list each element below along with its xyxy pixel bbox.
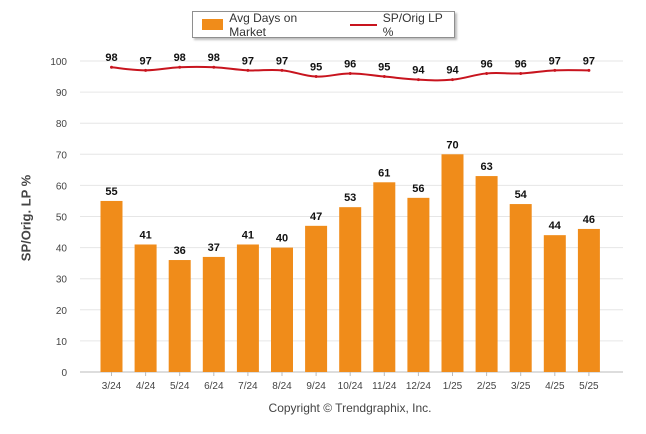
line-point [382,75,386,79]
bar [509,204,532,372]
bar [373,182,396,372]
y-tick-label: 60 [56,181,68,192]
line-point [416,78,420,82]
line-value-label: 98 [208,52,220,64]
bar [100,200,123,372]
line-value-label: 97 [583,55,595,67]
line-value-label: 98 [174,52,186,64]
y-tick-label: 100 [50,57,67,68]
line-point [280,68,284,72]
copyright-text: Copyright © Trendgraphix, Inc. [268,401,432,415]
x-tick-label: 6/24 [204,381,224,392]
line-value-label: 94 [446,65,459,77]
x-tick-label: 3/24 [102,381,122,392]
bar-value-label: 46 [583,214,595,226]
bar [134,244,157,372]
bar [441,154,464,372]
bar-value-label: 61 [378,167,390,179]
bar-value-label: 40 [276,233,288,245]
line-point [348,71,352,75]
bar-value-label: 63 [480,161,492,173]
bar [577,228,600,372]
line-value-label: 97 [276,55,288,67]
y-tick-label: 10 [56,337,68,348]
bar [236,244,259,372]
line-value-label: 96 [344,58,356,70]
line-value-label: 96 [515,58,527,70]
y-tick-label: 0 [61,368,67,379]
line-point [553,68,557,72]
bar-value-label: 41 [139,229,151,241]
bar-value-label: 36 [174,245,186,257]
bar-swatch-icon [202,19,224,30]
legend-item-line[interactable]: SP/Orig LP % [334,11,454,39]
bar [271,247,293,372]
x-tick-label: 2/25 [477,381,497,392]
bar-value-label: 55 [105,186,117,198]
bar [543,235,566,372]
line-point [246,68,250,72]
x-tick-label: 5/25 [579,381,599,392]
y-tick-label: 90 [56,88,68,99]
line-value-label: 97 [549,55,561,67]
line-swatch-icon [349,23,377,26]
bar [305,225,328,372]
x-tick-label: 4/24 [136,381,156,392]
legend-bar-label: Avg Days on Market [229,10,298,39]
y-axis-label: SP/Orig. LP % [18,174,34,262]
line-value-label: 96 [480,58,492,70]
x-tick-label: 3/25 [511,381,531,392]
line-point [519,71,523,75]
x-tick-label: 1/25 [443,381,463,392]
bar-value-label: 53 [344,192,356,204]
x-tick-label: 8/24 [272,381,292,392]
bar-value-label: 54 [515,189,528,201]
legend-line-label: SP/Orig LP % [382,10,443,39]
x-tick-label: 9/24 [306,381,326,392]
y-tick-label: 40 [56,244,68,255]
line-value-label: 94 [412,65,425,77]
x-tick-label: 4/25 [545,381,565,392]
line-value-label: 95 [310,62,322,74]
line-value-label: 97 [139,55,151,67]
bar-value-label: 37 [208,242,220,254]
bar [475,176,498,372]
line-point [451,78,454,82]
y-tick-label: 70 [56,150,68,161]
line-point [144,68,148,72]
y-tick-label: 80 [56,119,68,130]
line-point [110,65,113,69]
line-value-label: 95 [378,62,390,74]
line-point [212,65,216,69]
line-point [178,65,182,69]
bar-value-label: 70 [446,139,458,151]
line-point [314,75,318,79]
bar [339,207,362,372]
line-value-label: 98 [105,52,117,64]
bar-value-label: 56 [412,183,424,195]
bar-value-label: 41 [242,229,254,241]
line-point [485,71,489,75]
legend: Avg Days on Market SP/Orig LP % [192,11,455,39]
bar-value-label: 44 [549,220,562,232]
y-tick-label: 50 [56,213,68,224]
legend-item-bar[interactable]: Avg Days on Market [193,11,334,39]
bar [202,256,225,372]
x-tick-label: 10/24 [338,381,363,392]
x-tick-label: 12/24 [406,381,431,392]
bar [168,260,191,372]
x-tick-label: 7/24 [238,381,258,392]
line-point [587,68,591,72]
bar [407,197,430,372]
line-value-label: 97 [242,55,254,67]
y-tick-label: 30 [56,275,68,286]
x-tick-label: 5/24 [170,381,190,392]
y-tick-label: 20 [56,306,68,317]
x-tick-label: 11/24 [372,381,397,392]
bar-value-label: 47 [310,211,322,223]
